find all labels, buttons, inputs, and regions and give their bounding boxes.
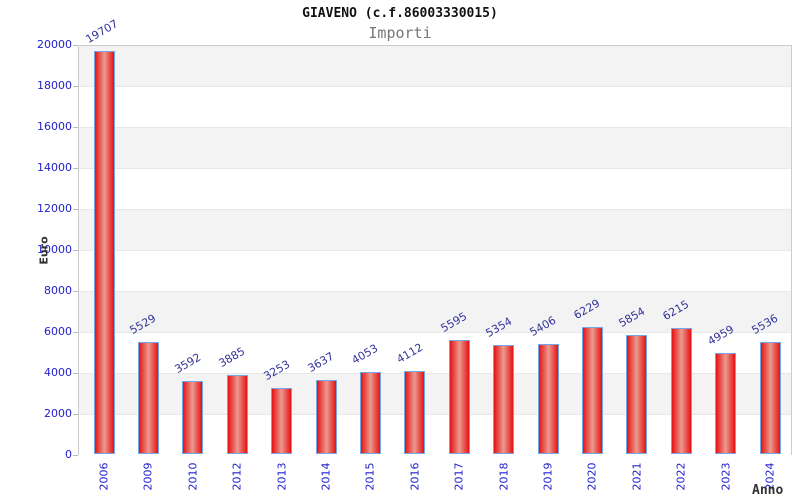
bar — [182, 381, 204, 454]
bar — [670, 327, 692, 454]
y-tick-mark — [73, 291, 78, 292]
bar — [93, 51, 115, 454]
bar — [581, 327, 603, 454]
x-tick-label: 2014 — [319, 462, 333, 491]
bar — [715, 353, 737, 454]
bar — [359, 371, 381, 454]
bar — [448, 340, 470, 454]
plot-band — [79, 210, 791, 251]
x-tick-label: 2015 — [363, 462, 377, 491]
bar — [537, 344, 559, 454]
x-axis-title: Anno — [752, 483, 784, 498]
y-tick-label: 4000 — [44, 366, 72, 379]
y-tick-label: 8000 — [44, 284, 72, 297]
plot-band — [79, 292, 791, 333]
plot-band — [79, 128, 791, 169]
plot-band — [79, 87, 791, 128]
bar — [493, 345, 515, 454]
bar — [626, 334, 648, 454]
bar — [137, 341, 159, 454]
bar — [759, 341, 781, 454]
plot-band — [79, 46, 791, 87]
y-tick-label: 12000 — [37, 202, 72, 215]
x-tick-label: 2020 — [585, 462, 599, 491]
y-tick-mark — [73, 250, 78, 251]
y-tick-label: 0 — [65, 448, 72, 461]
bar — [404, 370, 426, 454]
x-tick-label: 2006 — [97, 462, 111, 491]
bar — [271, 388, 293, 454]
x-tick-label: 2021 — [630, 462, 644, 491]
y-tick-mark — [73, 127, 78, 128]
y-tick-label: 14000 — [37, 161, 72, 174]
y-tick-label: 20000 — [37, 38, 72, 51]
y-tick-mark — [73, 455, 78, 456]
x-tick-label: 2012 — [230, 462, 244, 491]
y-tick-mark — [73, 86, 78, 87]
bar — [315, 380, 337, 454]
y-tick-mark — [73, 209, 78, 210]
chart-title: GIAVENO (c.f.86003330015) — [302, 6, 498, 21]
y-tick-mark — [73, 373, 78, 374]
bar — [226, 375, 248, 454]
x-tick-label: 2016 — [408, 462, 422, 491]
x-tick-label: 2023 — [719, 462, 733, 491]
y-tick-label: 6000 — [44, 325, 72, 338]
y-tick-mark — [73, 45, 78, 46]
y-tick-label: 2000 — [44, 407, 72, 420]
plot-band — [79, 251, 791, 292]
plot-area — [78, 45, 792, 456]
y-tick-mark — [73, 332, 78, 333]
y-tick-label: 10000 — [37, 243, 72, 256]
x-tick-label: 2018 — [497, 462, 511, 491]
x-tick-label: 2010 — [186, 462, 200, 491]
chart-subtitle: Importi — [368, 24, 432, 42]
x-tick-label: 2017 — [452, 462, 466, 491]
y-tick-label: 16000 — [37, 120, 72, 133]
y-tick-mark — [73, 168, 78, 169]
x-tick-label: 2019 — [541, 462, 555, 491]
y-tick-mark — [73, 414, 78, 415]
y-axis-title: Euro — [37, 236, 51, 265]
x-tick-label: 2009 — [141, 462, 155, 491]
x-tick-label: 2022 — [674, 462, 688, 491]
plot-band — [79, 169, 791, 210]
x-tick-label: 2013 — [275, 462, 289, 491]
y-tick-label: 18000 — [37, 79, 72, 92]
